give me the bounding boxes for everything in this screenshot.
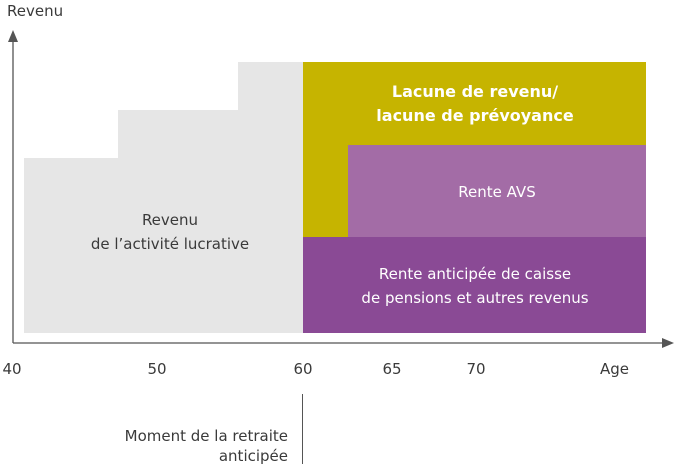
income-activity-line-2: de l’activité lucrative bbox=[90, 235, 250, 253]
early-pension-label: Rente anticipée de caisse de pensions et… bbox=[320, 262, 630, 310]
retirement-label-line-2: anticipée bbox=[218, 447, 288, 465]
income-step-2 bbox=[118, 110, 304, 160]
x-tick-50: 50 bbox=[147, 360, 167, 378]
income-step-1 bbox=[24, 158, 304, 333]
avs-pension-block bbox=[348, 145, 646, 238]
x-tick-60: 60 bbox=[293, 360, 313, 378]
retirement-marker-label: Moment de la retraite anticipée bbox=[125, 426, 288, 466]
y-axis-arrow bbox=[8, 30, 18, 42]
income-step-3 bbox=[238, 62, 304, 112]
x-tick-70: 70 bbox=[466, 360, 486, 378]
income-gap-line-2: lacune de prévoyance bbox=[376, 106, 574, 125]
early-pension-block bbox=[303, 237, 646, 333]
income-activity-label: Revenu de l’activité lucrative bbox=[60, 208, 280, 256]
retirement-label-line-1: Moment de la retraite bbox=[124, 427, 288, 445]
x-tick-40: 40 bbox=[2, 360, 22, 378]
y-axis-label: Revenu bbox=[7, 2, 64, 20]
x-tick-65: 65 bbox=[382, 360, 402, 378]
early-pension-line-1: Rente anticipée de caisse bbox=[378, 265, 572, 283]
early-pension-line-2: de pensions et autres revenus bbox=[361, 289, 589, 307]
income-activity-line-1: Revenu bbox=[141, 211, 199, 229]
x-axis-label: Age bbox=[600, 360, 630, 378]
income-gap-label: Lacune de revenu/ lacune de prévoyance bbox=[340, 80, 610, 128]
income-gap-line-1: Lacune de revenu/ bbox=[391, 82, 559, 101]
x-axis-arrow bbox=[662, 338, 674, 348]
avs-label: Rente AVS bbox=[458, 183, 536, 201]
retirement-marker-line bbox=[302, 394, 303, 464]
